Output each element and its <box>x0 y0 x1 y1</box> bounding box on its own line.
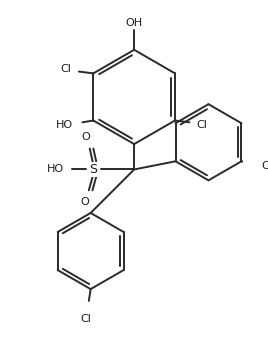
Text: Cl: Cl <box>261 161 268 171</box>
Text: Cl: Cl <box>197 120 208 130</box>
Text: O: O <box>80 197 89 207</box>
Text: Cl: Cl <box>81 314 92 324</box>
Text: OH: OH <box>126 18 143 28</box>
Text: O: O <box>82 132 91 142</box>
Text: HO: HO <box>56 120 73 130</box>
Text: HO: HO <box>47 164 64 175</box>
Text: S: S <box>89 163 97 176</box>
Text: Cl: Cl <box>61 64 72 74</box>
